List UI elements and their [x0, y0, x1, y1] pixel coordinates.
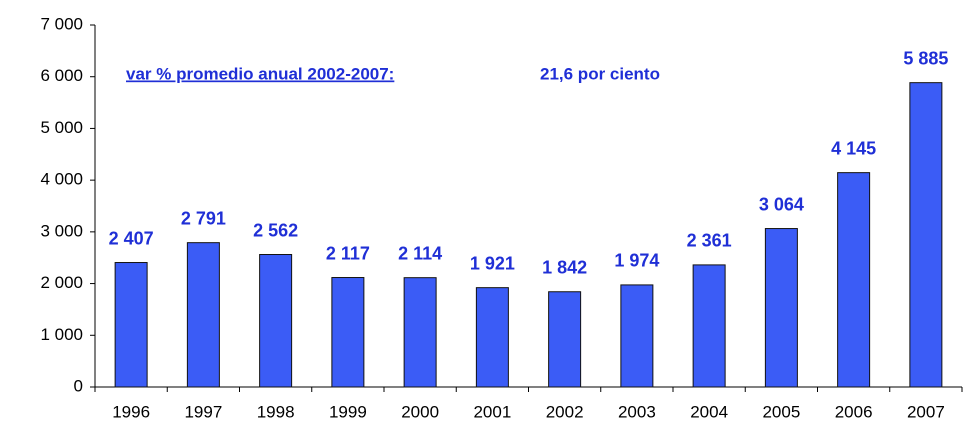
value-label: 2 361	[687, 231, 732, 251]
bar	[620, 284, 654, 388]
value-label: 2 562	[253, 220, 298, 240]
y-tick-label: 5 000	[40, 118, 83, 137]
y-tick-label: 3 000	[40, 221, 83, 240]
value-label: 1 921	[470, 253, 515, 273]
x-tick-label: 2002	[546, 402, 584, 421]
bar	[548, 291, 582, 388]
x-tick-label: 2003	[618, 402, 656, 421]
x-tick-label: 1997	[184, 402, 222, 421]
y-tick-label: 7 000	[40, 14, 83, 33]
bar	[259, 254, 293, 388]
bar	[114, 262, 148, 388]
x-tick-label: 2004	[690, 402, 728, 421]
bar	[837, 172, 871, 388]
value-label: 5 885	[903, 48, 948, 68]
annotation: var % promedio anual 2002-2007:	[126, 64, 394, 83]
x-tick-label: 2007	[907, 402, 945, 421]
y-tick-label: 1 000	[40, 325, 83, 344]
x-tick-label: 1996	[112, 402, 150, 421]
x-tick-label: 2006	[835, 402, 873, 421]
bar	[475, 287, 509, 388]
x-tick-label: 1999	[329, 402, 367, 421]
value-label: 2 407	[109, 228, 154, 248]
value-label: 2 114	[398, 243, 442, 263]
x-tick-label: 2005	[762, 402, 800, 421]
bar	[692, 264, 726, 388]
y-tick-label: 2 000	[40, 273, 83, 292]
value-label: 4 145	[831, 138, 876, 158]
bar	[909, 82, 943, 388]
bar	[331, 277, 365, 388]
x-tick-label: 1998	[257, 402, 295, 421]
value-label: 1 842	[542, 257, 587, 277]
value-label: 1 974	[614, 251, 659, 271]
value-label: 2 117	[326, 243, 370, 263]
y-tick-label: 4 000	[40, 170, 83, 189]
bar	[403, 277, 437, 388]
bar	[186, 242, 220, 388]
x-tick-label: 2001	[473, 402, 511, 421]
value-label: 3 064	[759, 194, 804, 214]
bar	[764, 228, 798, 388]
y-tick-label: 0	[74, 376, 83, 395]
annotation: 21,6 por ciento	[540, 64, 660, 83]
y-tick-label: 6 000	[40, 66, 83, 85]
value-label: 2 791	[181, 208, 226, 228]
x-tick-label: 2000	[401, 402, 439, 421]
